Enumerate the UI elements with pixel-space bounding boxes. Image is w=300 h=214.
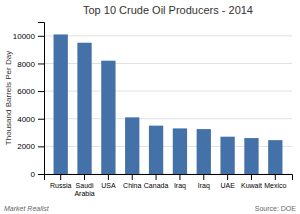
x-tick-mark xyxy=(227,174,228,180)
y-tick-mark xyxy=(38,119,44,120)
x-tick-label: China xyxy=(123,182,141,189)
bar xyxy=(54,34,68,174)
y-tick: 4000 xyxy=(17,115,44,124)
x-tick-label-line: Iraq xyxy=(174,182,186,190)
x-tick: USA xyxy=(101,174,116,189)
grid-line xyxy=(44,35,292,36)
x-tick-label-line: Canada xyxy=(144,182,169,189)
y-axis-title: Thousand Barrels Per Day xyxy=(4,51,13,145)
x-axis: RussiaSaudiArabiaUSAChinaCanadaIraqIraqU… xyxy=(45,174,293,197)
bar xyxy=(173,128,187,174)
annotation: Market Realist xyxy=(4,205,50,212)
x-tick-label-line: Saudi xyxy=(76,182,94,189)
x-axis-line xyxy=(45,175,293,181)
title: Top 10 Crude Oil Producers - 2014 xyxy=(83,4,253,16)
y-axis-line xyxy=(38,23,45,175)
y-tick-label: 6000 xyxy=(17,87,35,96)
x-tick-label: SaudiArabia xyxy=(74,182,94,197)
x-tick: UAE xyxy=(220,174,235,189)
annotation: Source: DOE xyxy=(255,205,297,212)
y-tick-mark xyxy=(38,63,44,64)
x-tick: Iraq xyxy=(198,174,210,190)
x-tick: Kuwait xyxy=(241,174,262,189)
bar xyxy=(125,117,139,174)
x-tick-label: Iraq xyxy=(174,182,186,190)
bar xyxy=(268,140,282,174)
x-tick-mark xyxy=(60,174,61,180)
x-tick-label: UAE xyxy=(220,182,235,189)
x-tick: SaudiArabia xyxy=(74,174,94,197)
bar xyxy=(197,129,211,174)
y-tick-mark xyxy=(38,36,44,37)
x-tick-mark xyxy=(275,174,276,180)
x-tick-label-line: Iraq xyxy=(198,182,210,190)
x-tick: Canada xyxy=(144,174,169,189)
x-tick: China xyxy=(123,174,141,189)
y-tick-label: 0 xyxy=(31,170,36,179)
y-tick: 6000 xyxy=(17,87,44,96)
bar xyxy=(149,126,163,174)
x-tick-label-line: China xyxy=(123,182,141,189)
x-tick-label: Canada xyxy=(144,182,169,189)
x-tick-label: Iraq xyxy=(198,182,210,190)
x-tick-label-line: Mexico xyxy=(264,182,286,189)
y-tick-label: 10000 xyxy=(13,32,36,41)
bar xyxy=(101,61,115,174)
grid xyxy=(44,36,292,174)
x-tick-label: Mexico xyxy=(264,182,286,189)
x-tick: Mexico xyxy=(264,174,286,189)
x-tick-label: USA xyxy=(101,182,116,189)
y-tick-mark xyxy=(38,91,44,92)
x-tick-label-line: UAE xyxy=(220,182,235,189)
y-tick: 8000 xyxy=(17,60,44,69)
x-tick-mark xyxy=(84,174,85,180)
x-tick-label-line: Kuwait xyxy=(241,182,262,189)
bar xyxy=(220,137,234,174)
x-tick-mark xyxy=(132,174,133,180)
y-tick: 2000 xyxy=(17,142,44,151)
x-tick-mark xyxy=(251,174,252,180)
x-tick-label: Russia xyxy=(50,182,72,189)
chart: 0200040006000800010000RussiaSaudiArabiaU… xyxy=(0,0,300,214)
y-tick: 10000 xyxy=(13,32,44,41)
y-tick-label: 8000 xyxy=(17,60,35,69)
x-tick-mark xyxy=(203,174,204,180)
x-tick-label: Kuwait xyxy=(241,182,262,189)
x-tick-mark xyxy=(108,174,109,180)
y-tick-mark xyxy=(38,146,44,147)
y-tick-label: 4000 xyxy=(17,115,35,124)
x-tick: Iraq xyxy=(174,174,186,190)
x-tick-mark xyxy=(156,174,157,180)
bar xyxy=(244,138,258,174)
plot-area xyxy=(54,34,283,174)
y-tick-label: 2000 xyxy=(17,142,35,151)
y-tick-mark xyxy=(38,174,44,175)
y-axis: 0 2000 4000 6000 8000 10000 xyxy=(13,23,45,180)
y-tick: 0 xyxy=(31,170,44,179)
x-tick-label-line: Arabia xyxy=(74,190,94,197)
x-tick-label-line: Russia xyxy=(50,182,72,189)
x-tick: Russia xyxy=(50,174,72,189)
x-tick-mark xyxy=(179,174,180,180)
bar xyxy=(77,43,91,174)
x-tick-label-line: USA xyxy=(101,182,116,189)
